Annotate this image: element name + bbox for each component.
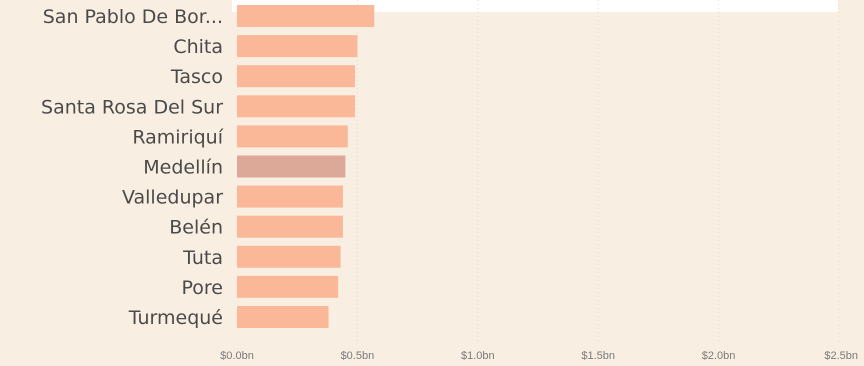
category-label: Belén xyxy=(169,217,223,239)
category-label: Chita xyxy=(173,36,223,58)
category-label: Valledupar xyxy=(122,187,223,209)
category-label: Santa Rosa Del Sur xyxy=(41,96,223,118)
category-label: Medellín xyxy=(143,157,223,179)
x-tick-label: $2.0bn xyxy=(702,350,736,362)
gridlines xyxy=(356,0,840,342)
chart-header-band xyxy=(232,0,838,12)
bar[interactable] xyxy=(237,245,341,268)
bar[interactable] xyxy=(237,35,358,58)
category-label: Ramiriquí xyxy=(132,126,223,148)
category-label: San Pablo De Bor... xyxy=(43,6,223,28)
bar[interactable] xyxy=(237,125,348,148)
bar[interactable] xyxy=(237,5,375,27)
category-label: Turmequé xyxy=(128,307,223,329)
bar[interactable] xyxy=(237,95,355,118)
x-axis-tick-labels: $0.0bn $0.5bn $1.0bn $1.5bn $2.0bn $2.5bn xyxy=(220,350,858,362)
bar[interactable] xyxy=(237,155,346,178)
category-labels: San Pablo De Bor... Chita Tasco Santa Rosa … xyxy=(41,6,224,329)
x-tick-label: $1.5bn xyxy=(581,350,615,362)
category-label: Pore xyxy=(182,277,224,299)
bar[interactable] xyxy=(237,306,329,328)
x-tick-label: $0.5bn xyxy=(341,350,375,362)
x-tick-label: $0.0bn xyxy=(220,350,254,362)
x-tick-label: $2.5bn xyxy=(824,350,858,362)
bar[interactable] xyxy=(237,65,355,88)
x-tick-label: $1.0bn xyxy=(461,350,495,362)
bar[interactable] xyxy=(237,275,339,298)
bars xyxy=(237,5,375,328)
bar[interactable] xyxy=(237,185,343,208)
category-label: Tuta xyxy=(182,247,223,269)
category-label: Tasco xyxy=(170,66,223,88)
bar[interactable] xyxy=(237,215,343,238)
